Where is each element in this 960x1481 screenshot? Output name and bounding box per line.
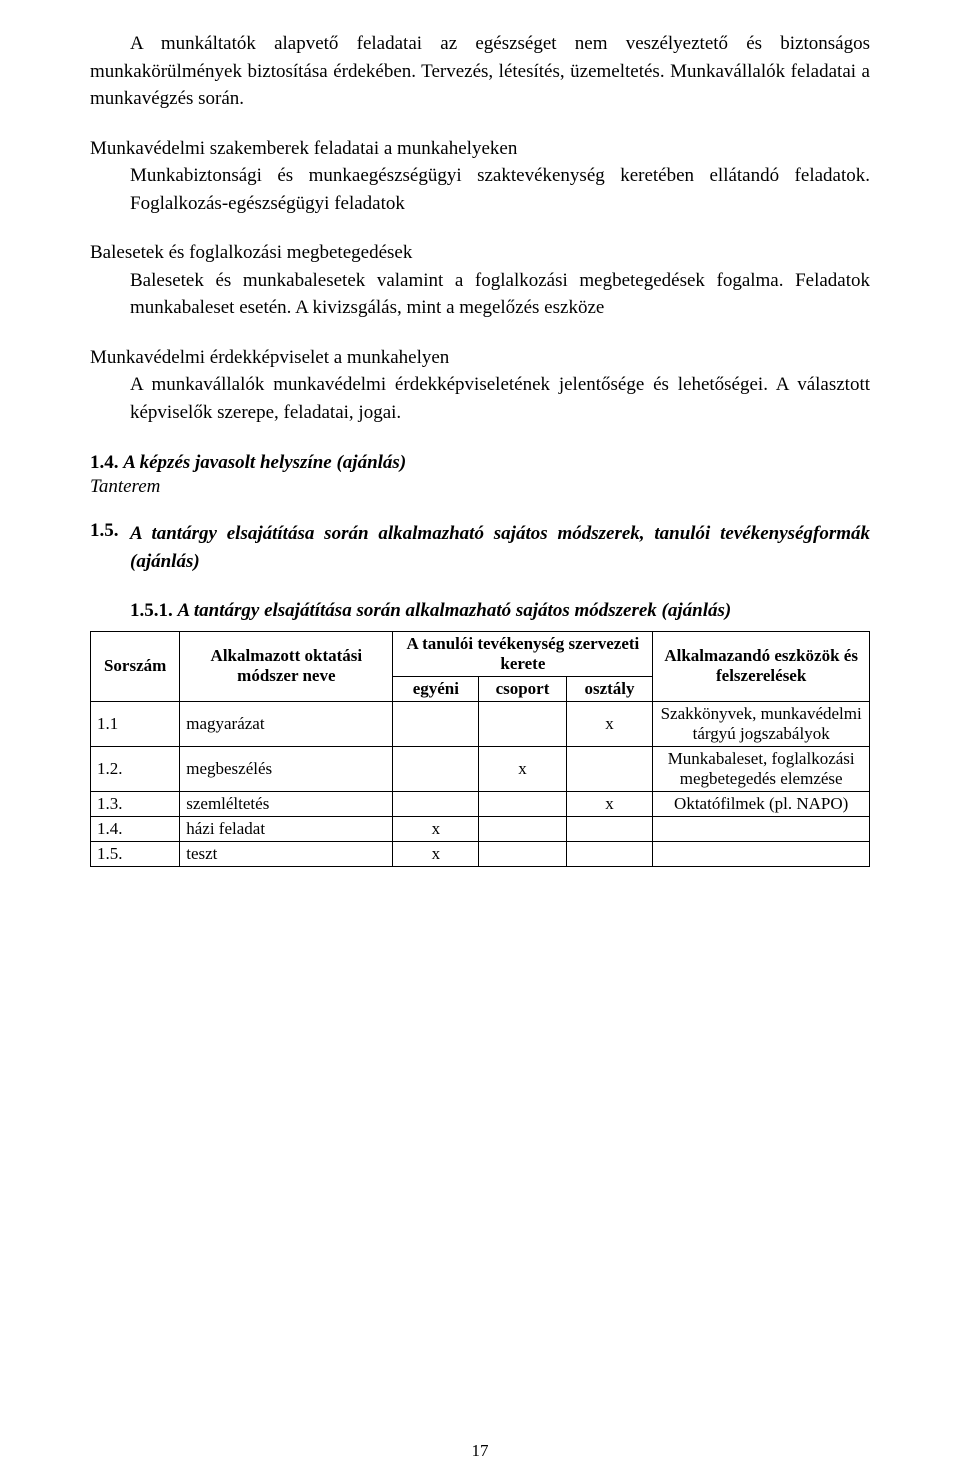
- table-cell: [479, 791, 566, 816]
- table-cell: x: [566, 791, 653, 816]
- table-cell: [653, 816, 870, 841]
- section-1-5-1-heading: 1.5.1. A tantárgy elsajátítása során alk…: [90, 597, 870, 625]
- table-cell: 1.4.: [91, 816, 180, 841]
- table-cell: [566, 816, 653, 841]
- methods-table: Sorszám Alkalmazott oktatási módszer nev…: [90, 631, 870, 867]
- table-row: 1.2.megbeszélés x Munkabaleset, foglalkozá…: [91, 746, 870, 791]
- section-title: A tantárgy elsajátítása során alkalmazha…: [130, 520, 870, 575]
- section-title: A tantárgy elsajátítása során alkalmazha…: [178, 600, 732, 621]
- table-cell: 1.1: [91, 701, 180, 746]
- table-cell: 1.5.: [91, 841, 180, 866]
- th-csoport: csoport: [479, 676, 566, 701]
- table-header: Sorszám Alkalmazott oktatási módszer nev…: [91, 631, 870, 701]
- table-cell: x: [393, 816, 479, 841]
- table-row: 1.1magyarázat xSzakkönyvek, munkavédelmi …: [91, 701, 870, 746]
- table-cell: x: [393, 841, 479, 866]
- table-cell: x: [479, 746, 566, 791]
- section-title: A képzés javasolt helyszíne (ajánlás): [123, 452, 406, 473]
- th-eszkozok: Alkalmazandó eszközök és felszerelések: [653, 631, 870, 701]
- table-cell: [566, 841, 653, 866]
- th-osztaly: osztály: [566, 676, 653, 701]
- section-heading: Munkavédelmi érdekképviselet a munkahely…: [90, 344, 870, 372]
- section-number: 1.5.: [90, 520, 130, 575]
- th-sorszam: Sorszám: [91, 631, 180, 701]
- section-1-4-location: Tanterem: [90, 476, 870, 498]
- table-cell: megbeszélés: [180, 746, 393, 791]
- th-egyeni: egyéni: [393, 676, 479, 701]
- table-cell: magyarázat: [180, 701, 393, 746]
- table-cell: 1.2.: [91, 746, 180, 791]
- table-row: 1.3.szemléltetés xOktatófilmek (pl. NAPO): [91, 791, 870, 816]
- table-cell: 1.3.: [91, 791, 180, 816]
- section-1-5-heading: 1.5. A tantárgy elsajátítása során alkal…: [90, 520, 870, 575]
- table-cell: Szakkönyvek, munkavédelmi tárgyú jogszab…: [653, 701, 870, 746]
- page-number: 17: [0, 1441, 960, 1461]
- section-szakemberek: Munkavédelmi szakemberek feladatai a mun…: [90, 135, 870, 218]
- table-cell: teszt: [180, 841, 393, 866]
- section-1-4-heading: 1.4. A képzés javasolt helyszíne (ajánlá…: [90, 449, 870, 477]
- table-cell: [653, 841, 870, 866]
- table-cell: Oktatófilmek (pl. NAPO): [653, 791, 870, 816]
- table-cell: Munkabaleset, foglalkozási megbetegedés …: [653, 746, 870, 791]
- table-cell: [393, 701, 479, 746]
- section-body: A munkavállalók munkavédelmi érdekképvis…: [90, 371, 870, 426]
- section-body: Balesetek és munkabalesetek valamint a f…: [90, 267, 870, 322]
- paragraph-intro: A munkáltatók alapvető feladatai az egés…: [90, 30, 870, 113]
- section-number: 1.4.: [90, 452, 119, 473]
- section-body: Munkabiztonsági és munkaegészségügyi sza…: [90, 162, 870, 217]
- section-erdekkepviselet: Munkavédelmi érdekképviselet a munkahely…: [90, 344, 870, 427]
- table-cell: [393, 791, 479, 816]
- table-cell: x: [566, 701, 653, 746]
- table-cell: [479, 841, 566, 866]
- table-cell: [393, 746, 479, 791]
- table-cell: [479, 816, 566, 841]
- table-body: 1.1magyarázatxSzakkönyvek, munkavédelmi …: [91, 701, 870, 866]
- th-tevekenyseg: A tanulói tevékenység szervezeti kerete: [393, 631, 653, 676]
- table-cell: házi feladat: [180, 816, 393, 841]
- table-cell: [566, 746, 653, 791]
- table-cell: szemléltetés: [180, 791, 393, 816]
- table-row: 1.4.házi feladatx: [91, 816, 870, 841]
- section-balesetek: Balesetek és foglalkozási megbetegedések…: [90, 239, 870, 322]
- table-cell: [479, 701, 566, 746]
- section-heading: Balesetek és foglalkozási megbetegedések: [90, 239, 870, 267]
- section-heading: Munkavédelmi szakemberek feladatai a mun…: [90, 135, 870, 163]
- th-modszer: Alkalmazott oktatási módszer neve: [180, 631, 393, 701]
- page: A munkáltatók alapvető feladatai az egés…: [0, 0, 960, 1481]
- table-row: 1.5.tesztx: [91, 841, 870, 866]
- section-number: 1.5.1.: [130, 600, 173, 621]
